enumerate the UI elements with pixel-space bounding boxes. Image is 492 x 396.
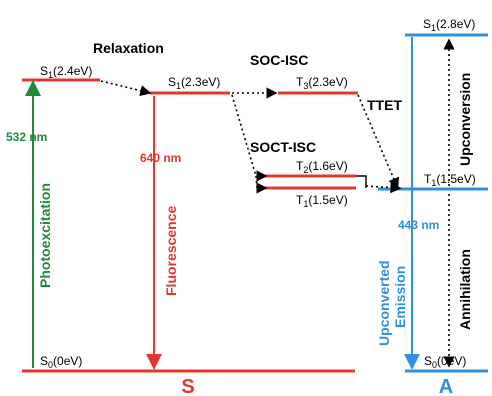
acceptor-s1-label: S1(2.8eV)	[423, 17, 475, 33]
soct-isc-label: SOCT-ISC	[250, 139, 316, 155]
fluorescence-label: Fluorescence	[163, 206, 179, 296]
donor-s1-relaxed-label: S1(2.3eV)	[168, 75, 220, 91]
donor-s1-label: S1(2.4eV)	[40, 64, 92, 80]
relaxation-arrow	[100, 80, 152, 97]
soct-isc-arrow-2	[255, 175, 268, 194]
photoexcitation-wavelength: 532 nm	[6, 130, 47, 144]
donor-t3-label: T3(2.3eV)	[296, 75, 348, 91]
donor-t1-label: T1(1.5eV)	[296, 193, 348, 209]
soc-isc-label: SOC-ISC	[250, 52, 308, 68]
donor-t2-label: T2(1.6eV)	[296, 159, 348, 175]
acceptor-t1-label: T1(1.5eV)	[424, 172, 476, 188]
bracket-arrow	[365, 182, 402, 194]
acceptor-species-label: A	[439, 376, 453, 396]
upconversion-label: Upconversion	[457, 73, 473, 166]
fluorescence-wavelength: 640 nm	[140, 151, 181, 165]
donor-s0-label: S0(0eV)	[40, 354, 82, 370]
triplet-bracket	[356, 175, 367, 188]
upconverted-label-line2: Emission	[392, 266, 408, 328]
donor-species-label: S	[181, 376, 194, 396]
upconverted-wavelength: 443 nm	[398, 218, 439, 232]
ttet-label: TTET	[367, 97, 402, 113]
ttet-arrow	[357, 94, 399, 190]
acceptor-s0-label: S0(0eV)	[424, 354, 466, 370]
upconverted-label-line1: Upconverted	[376, 260, 392, 346]
photoexcitation-label: Photoexcitation	[37, 183, 53, 288]
soct-isc-arrow	[231, 94, 268, 182]
relaxation-label: Relaxation	[93, 40, 164, 56]
annihilation-label: Annihilation	[457, 249, 473, 330]
